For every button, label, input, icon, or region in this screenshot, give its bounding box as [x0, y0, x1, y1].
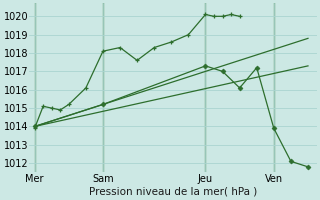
X-axis label: Pression niveau de la mer( hPa ): Pression niveau de la mer( hPa ): [89, 187, 257, 197]
